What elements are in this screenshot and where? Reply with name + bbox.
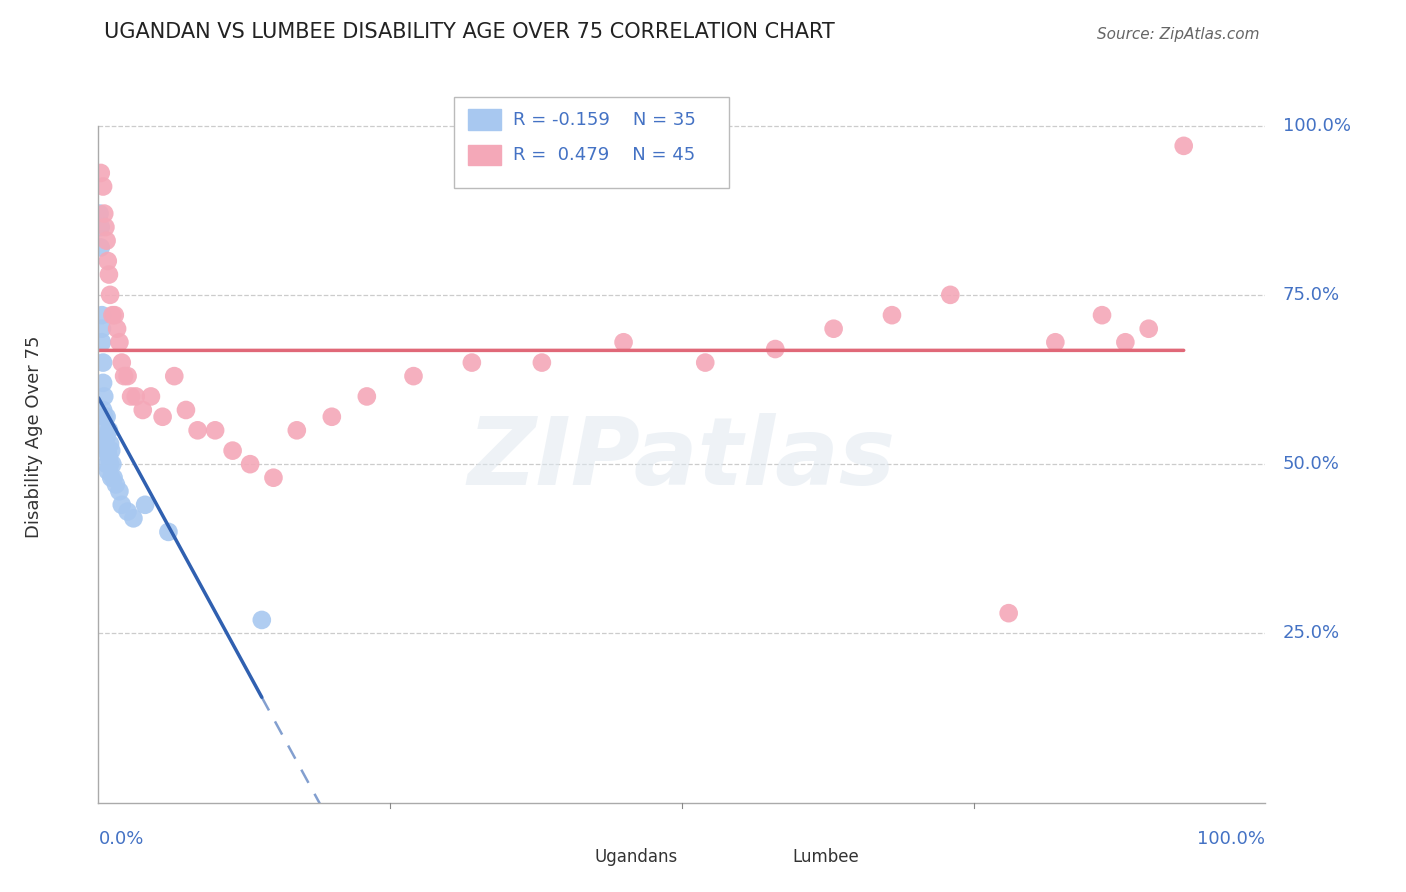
Text: Disability Age Over 75: Disability Age Over 75: [25, 335, 44, 539]
Point: [97, 464, 120, 478]
FancyBboxPatch shape: [454, 97, 728, 188]
Point: [108, 335, 131, 350]
Point: [134, 498, 156, 512]
Point: [157, 524, 180, 539]
Point: [94, 443, 117, 458]
Point: [356, 389, 378, 403]
Point: [823, 322, 845, 336]
Text: R =  0.479    N = 45: R = 0.479 N = 45: [513, 145, 695, 164]
Point: [997, 606, 1019, 620]
Text: R = -0.159    N = 35: R = -0.159 N = 35: [513, 111, 696, 128]
Text: Source: ZipAtlas.com: Source: ZipAtlas.com: [1097, 27, 1260, 42]
Point: [90, 240, 112, 254]
Text: 0.0%: 0.0%: [98, 830, 143, 848]
Point: [91, 179, 114, 194]
Point: [108, 484, 131, 499]
Point: [90, 308, 112, 322]
Point: [101, 308, 124, 322]
Point: [262, 471, 284, 485]
Point: [880, 308, 903, 322]
Point: [90, 220, 112, 235]
Point: [461, 355, 484, 369]
Point: [96, 457, 118, 471]
Point: [402, 369, 425, 384]
Point: [117, 505, 139, 519]
Point: [120, 389, 142, 403]
Point: [101, 457, 124, 471]
Point: [97, 443, 120, 458]
Point: [94, 220, 117, 235]
FancyBboxPatch shape: [468, 145, 501, 165]
Text: Ugandans: Ugandans: [595, 848, 678, 866]
Point: [100, 471, 122, 485]
Point: [96, 430, 118, 444]
Point: [90, 335, 112, 350]
Point: [89, 206, 111, 220]
Point: [321, 409, 343, 424]
Point: [763, 342, 786, 356]
Point: [250, 613, 273, 627]
Point: [104, 308, 127, 322]
Text: Lumbee: Lumbee: [793, 848, 859, 866]
Point: [139, 389, 162, 403]
Text: 25.0%: 25.0%: [1282, 624, 1340, 642]
Point: [100, 443, 122, 458]
Point: [111, 498, 134, 512]
Point: [98, 437, 121, 451]
Point: [122, 511, 145, 525]
Point: [187, 423, 209, 437]
Point: [111, 355, 134, 369]
Text: 100.0%: 100.0%: [1282, 117, 1351, 135]
Point: [1114, 335, 1136, 350]
Point: [91, 403, 114, 417]
Point: [132, 403, 155, 417]
Point: [530, 355, 553, 369]
Point: [93, 437, 115, 451]
Text: ZIPatlas: ZIPatlas: [468, 413, 896, 505]
Point: [103, 471, 125, 485]
FancyBboxPatch shape: [560, 849, 585, 865]
Point: [98, 288, 121, 302]
Point: [97, 254, 120, 268]
Point: [96, 234, 118, 248]
Point: [91, 355, 114, 369]
Point: [96, 409, 118, 424]
Point: [93, 389, 115, 403]
Point: [939, 288, 962, 302]
Point: [91, 376, 114, 390]
Point: [98, 457, 121, 471]
Point: [152, 409, 174, 424]
Point: [117, 369, 139, 384]
Point: [285, 423, 308, 437]
Text: 50.0%: 50.0%: [1282, 455, 1340, 473]
Point: [93, 409, 115, 424]
Point: [112, 369, 135, 384]
Point: [613, 335, 636, 350]
FancyBboxPatch shape: [758, 849, 783, 865]
Point: [90, 166, 112, 180]
Text: 75.0%: 75.0%: [1282, 285, 1340, 304]
Point: [1091, 308, 1114, 322]
Point: [204, 423, 226, 437]
Point: [97, 450, 120, 465]
Point: [104, 477, 127, 491]
Point: [1137, 322, 1160, 336]
Point: [125, 389, 148, 403]
FancyBboxPatch shape: [468, 110, 501, 130]
Point: [93, 206, 115, 220]
Point: [695, 355, 717, 369]
Point: [97, 268, 120, 282]
Text: 100.0%: 100.0%: [1198, 830, 1265, 848]
Point: [174, 403, 197, 417]
Point: [105, 322, 128, 336]
Text: UGANDAN VS LUMBEE DISABILITY AGE OVER 75 CORRELATION CHART: UGANDAN VS LUMBEE DISABILITY AGE OVER 75…: [104, 22, 835, 42]
Point: [163, 369, 186, 384]
Point: [97, 423, 120, 437]
Point: [1173, 139, 1195, 153]
Point: [90, 322, 112, 336]
Point: [239, 457, 262, 471]
Point: [221, 443, 243, 458]
Point: [1045, 335, 1067, 350]
Point: [94, 423, 117, 437]
